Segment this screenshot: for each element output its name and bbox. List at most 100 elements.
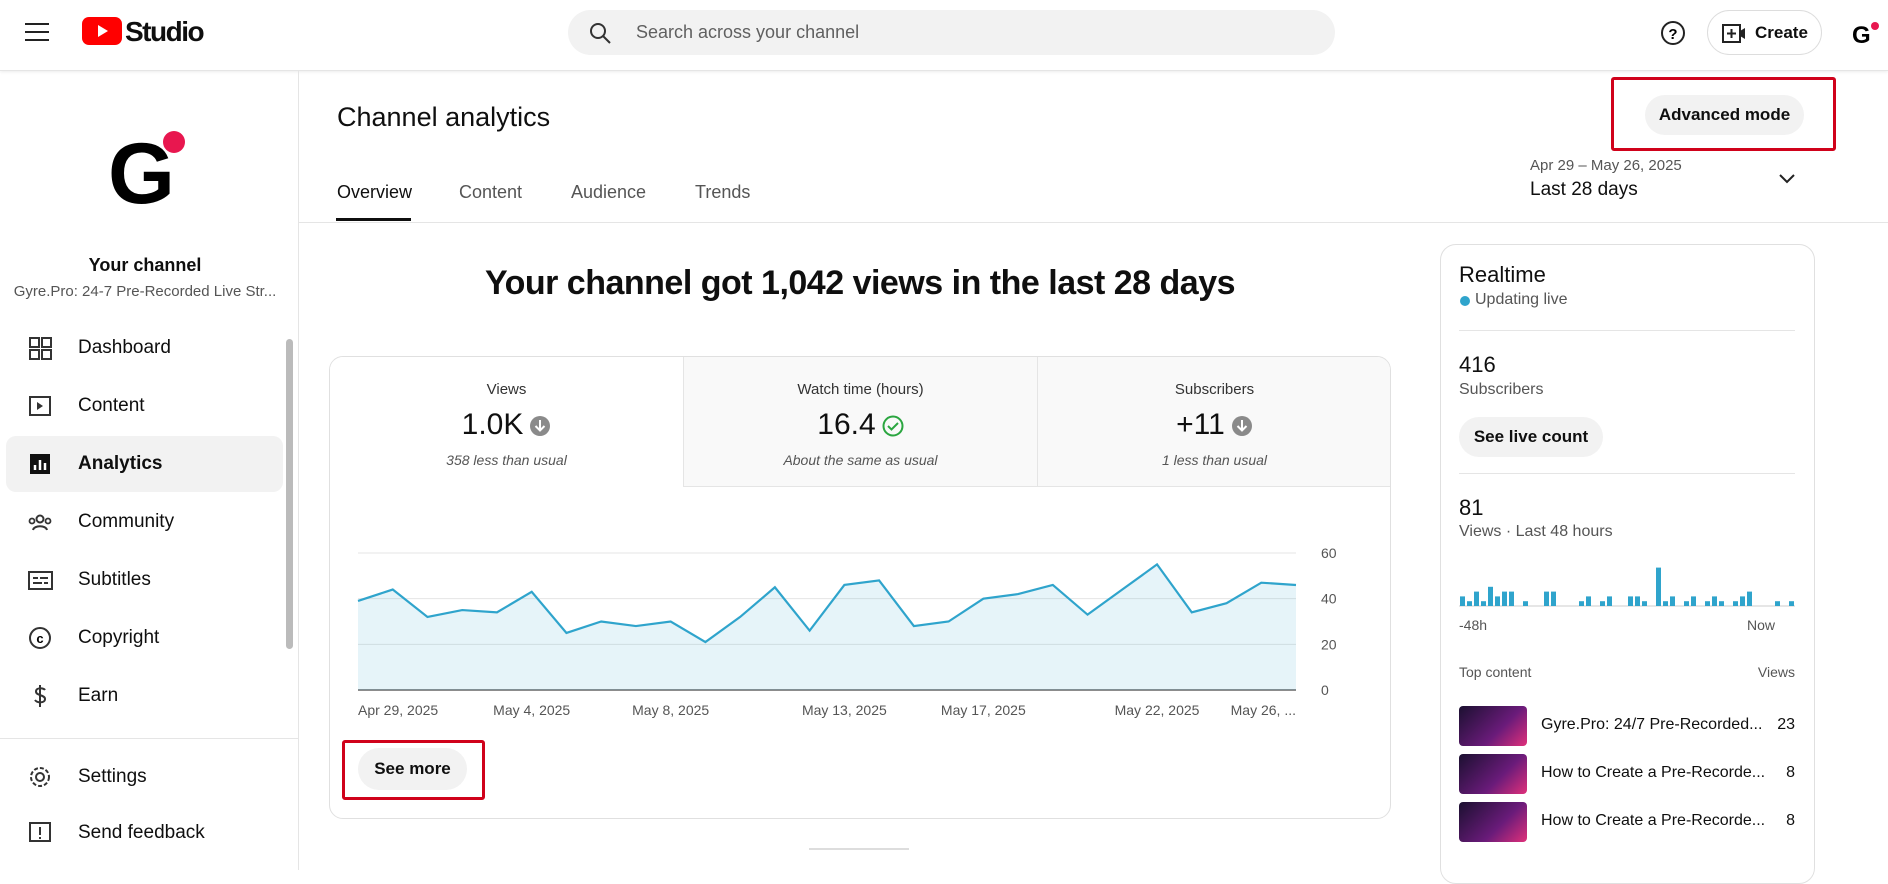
y-tick-label: 20 [1321,636,1337,652]
bar [1495,596,1500,606]
tab[interactable]: Audience [571,182,647,202]
nav-icon [29,396,51,416]
nav-icon [34,685,47,707]
realtime-status: Updating live [1475,291,1568,308]
nav-item[interactable]: Analytics [6,436,283,492]
divider [1459,473,1795,474]
tab-underline [336,218,411,221]
nav-icon: c [29,627,51,649]
live-dot [1460,296,1470,306]
bar [1747,591,1752,606]
down-icon [1231,416,1252,437]
metric-label: Subscribers [1174,381,1255,398]
metric-value: 16.4 [817,408,876,441]
nav-item[interactable]: Send feedback [6,805,283,861]
bar [1628,596,1633,606]
top-bar: Studio Search across your channel ? Crea… [0,0,1888,71]
sidebar: G Your channel Gyre.Pro: 24-7 Pre-Record… [0,71,299,870]
nav-label: Settings [78,766,147,787]
axis-end: Now [1747,617,1776,633]
nav-label: Dashboard [78,337,171,358]
nav-icon [28,571,53,590]
x-tick-label: May 8, 2025 [632,702,709,718]
content-item[interactable]: How to Create a Pre-Recorde... 8 [1459,754,1795,794]
metric-tab[interactable]: Views 1.0K 358 less than usual [330,357,683,487]
highlight-box [342,740,485,800]
bar [1684,601,1689,606]
thumbnail [1459,802,1527,842]
tab[interactable]: Trends [695,182,751,202]
nav-item[interactable]: Content [6,378,283,434]
nav-label: Earn [78,685,119,706]
bar [1544,591,1549,606]
top-content-label: Top content [1459,664,1532,680]
bar [1789,601,1794,606]
bar [1719,601,1724,606]
feedback-icon [29,822,51,842]
page-title: Channel analytics [337,102,551,132]
headline: Your channel got 1,042 views in the last… [484,264,1236,302]
nav-label: Copyright [78,627,160,648]
bar [1467,601,1472,606]
nav-item[interactable]: Earn [6,668,283,724]
metric-note: About the same as usual [783,452,938,468]
see-more-button[interactable]: See more [358,748,467,790]
bar [1600,601,1605,606]
nav-label: Content [78,395,145,416]
bar [1523,601,1528,606]
nav-item[interactable]: Community [6,494,283,550]
bar [1635,596,1640,606]
nav-item[interactable]: c Copyright [6,610,283,666]
bar [1733,601,1738,606]
logo-text[interactable]: Studio [125,16,205,47]
bar [1579,601,1584,606]
metric-tab[interactable]: Watch time (hours) 16.4 About the same as … [683,357,1037,487]
advanced-mode-button[interactable]: Advanced mode [1645,95,1804,135]
metric-note: 1 less than usual [1161,452,1268,468]
metric-note: 358 less than usual [446,452,567,468]
help-icon[interactable]: ? [1660,20,1686,46]
logo-icon[interactable] [82,17,122,45]
tab[interactable]: Content [459,182,523,202]
search-box[interactable]: Search across your channel [568,10,1335,55]
bar [1670,596,1675,606]
y-tick-label: 60 [1321,545,1337,561]
nav-item[interactable]: Subtitles [6,552,283,608]
bar [1691,596,1696,606]
tabs-divider [299,222,1888,223]
nav-label: Community [78,511,175,532]
bar [1460,596,1465,606]
menu-icon[interactable] [25,22,49,42]
down-icon [530,416,551,437]
nav-icon [28,514,52,531]
channel-title: Your channel [88,255,202,275]
dropdown-icon[interactable] [1778,173,1796,185]
settings-icon [30,767,50,787]
item-views: 8 [1786,764,1795,781]
metric-tab[interactable]: Subscribers +11 1 less than usual [1037,357,1390,487]
nav-item[interactable]: Dashboard [6,320,283,376]
period[interactable]: Last 28 days [1530,179,1638,200]
channel-avatar[interactable]: G [104,127,194,207]
bar [1607,596,1612,606]
content-item[interactable]: How to Create a Pre-Recorde... 8 [1459,802,1795,842]
x-tick-label: May 17, 2025 [941,702,1026,718]
avatar[interactable]: G [1850,18,1880,48]
x-tick-label: May 4, 2025 [493,702,570,718]
nav-item[interactable]: Settings [6,749,283,805]
axis-start: -48h [1459,617,1488,633]
content-item[interactable]: Gyre.Pro: 24/7 Pre-Recorded... 23 [1459,706,1795,746]
nav-label: Subtitles [78,569,151,590]
line [357,562,1297,644]
tab[interactable]: Overview [337,182,413,202]
create-button[interactable]: Create [1707,10,1822,55]
bar [1502,591,1507,606]
scrollbar[interactable] [286,339,293,649]
item-title: How to Create a Pre-Recorde... [1541,812,1766,829]
nav-icon [30,454,50,474]
live-count-button[interactable]: See live count [1459,417,1603,457]
bar [1740,596,1745,606]
x-tick-label: Apr 29, 2025 [358,702,438,718]
subscriber-count: 416 [1459,352,1496,377]
